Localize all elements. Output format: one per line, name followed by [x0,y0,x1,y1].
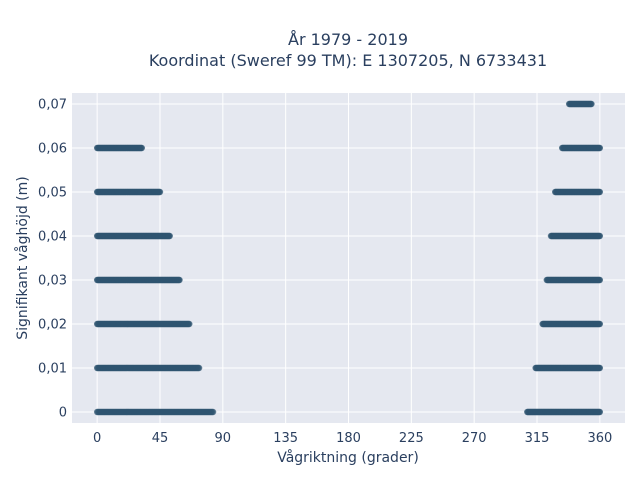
data-point [156,188,164,196]
y-axis-title: Signifikant våghöjd (m) [14,176,31,339]
data-points [93,100,604,416]
x-tick-label: 225 [399,431,424,446]
data-point [596,232,604,240]
y-tick-label: 0,05 [38,186,67,201]
x-axis-title: Vågriktning (grader) [277,449,419,466]
x-tick-label: 45 [152,431,169,446]
chart-subtitle: Koordinat (Sweref 99 TM): E 1307205, N 6… [149,51,547,70]
chart-title: År 1979 - 2019 [288,30,408,49]
x-tick-label: 0 [93,431,101,446]
y-tick-label: 0,04 [38,230,67,245]
data-point [138,144,146,152]
data-point [596,188,604,196]
x-tick-label: 360 [587,431,612,446]
x-tick-label: 315 [525,431,550,446]
data-point [596,408,604,416]
y-tick-label: 0 [59,406,67,421]
x-axis-ticks: 0 45 90 135 180 225 270 315 360 [93,431,612,446]
data-point [209,408,217,416]
data-point [195,364,203,372]
data-point [588,100,595,108]
data-point [176,276,183,284]
x-tick-label: 135 [273,431,298,446]
y-axis-ticks: 0 0,01 0,02 0,03 0,04 0,05 0,06 0,07 [38,98,67,421]
y-tick-label: 0,03 [38,274,67,289]
data-point [596,320,604,328]
y-tick-label: 0,07 [38,98,67,113]
data-point [596,144,604,152]
data-point [186,320,193,328]
x-tick-label: 180 [336,431,361,446]
y-tick-label: 0,01 [38,362,67,377]
data-point [596,364,604,372]
data-point [166,232,173,240]
x-tick-label: 90 [215,431,232,446]
y-tick-label: 0,02 [38,318,67,333]
y-tick-label: 0,06 [38,142,67,157]
x-tick-label: 270 [462,431,487,446]
data-point [596,276,604,284]
